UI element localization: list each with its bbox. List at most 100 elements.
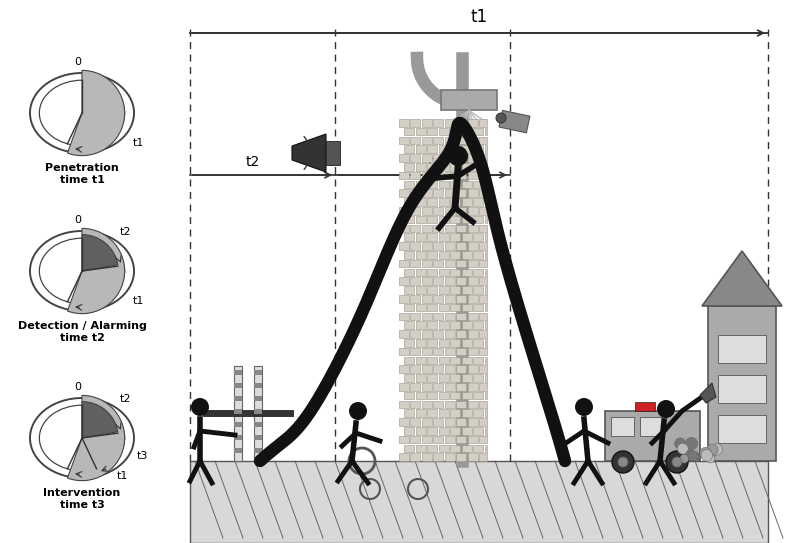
Bar [485, 321, 487, 329]
Bar [410, 260, 420, 267]
Bar [398, 190, 409, 197]
Circle shape [682, 450, 687, 455]
Bar [234, 447, 242, 453]
Bar [479, 277, 487, 285]
Bar [234, 369, 242, 375]
Bar [410, 190, 420, 197]
Bar [485, 181, 487, 188]
Bar [450, 216, 460, 223]
Bar [398, 436, 409, 444]
Bar [410, 225, 420, 232]
Bar [499, 110, 530, 133]
Bar [438, 233, 449, 241]
Circle shape [686, 438, 698, 450]
Bar [438, 128, 449, 135]
Bar [708, 306, 776, 461]
Bar [467, 383, 478, 390]
Bar [485, 392, 487, 400]
Bar [427, 339, 438, 346]
Bar [462, 321, 472, 329]
Bar [433, 365, 443, 373]
Bar [404, 445, 414, 452]
Bar [640, 417, 663, 436]
Bar [474, 146, 483, 153]
Polygon shape [700, 383, 716, 403]
Bar [404, 163, 414, 171]
Bar [433, 225, 443, 232]
Bar [445, 119, 454, 127]
Bar [422, 137, 432, 144]
Bar [427, 146, 438, 153]
Circle shape [690, 452, 700, 462]
Bar [479, 436, 487, 444]
Bar [485, 427, 487, 434]
Bar [462, 128, 472, 135]
Circle shape [672, 457, 682, 467]
Bar [410, 313, 420, 320]
Bar [416, 286, 426, 294]
Bar [445, 225, 454, 232]
Bar [467, 348, 478, 356]
Bar [422, 436, 432, 444]
Bar [422, 172, 432, 179]
Bar [438, 181, 449, 188]
Bar [234, 382, 242, 388]
Bar [462, 181, 472, 188]
Bar [438, 163, 449, 171]
Bar [410, 348, 420, 356]
Bar [474, 357, 483, 364]
Bar [422, 383, 432, 390]
Polygon shape [292, 134, 326, 172]
Bar [445, 348, 454, 356]
Bar [254, 421, 262, 427]
Bar [479, 453, 487, 461]
Bar [433, 383, 443, 390]
Bar [438, 339, 449, 346]
Bar [427, 392, 438, 400]
Bar [404, 392, 414, 400]
Bar [462, 216, 472, 223]
Bar [416, 339, 426, 346]
Circle shape [701, 450, 713, 461]
Circle shape [612, 451, 634, 473]
Bar [398, 295, 409, 302]
Bar [462, 427, 472, 434]
Bar [404, 286, 414, 294]
Bar [450, 304, 460, 311]
Bar [416, 216, 426, 223]
Bar [410, 119, 420, 127]
Circle shape [666, 451, 688, 473]
Bar [433, 436, 443, 444]
Bar [456, 154, 466, 162]
Bar [450, 128, 460, 135]
Bar [479, 207, 487, 214]
Bar [427, 445, 438, 452]
Bar [416, 304, 426, 311]
Bar [234, 366, 242, 461]
Bar [433, 418, 443, 426]
Bar [718, 375, 766, 403]
Bar [485, 445, 487, 452]
Bar [410, 453, 420, 461]
Bar [427, 216, 438, 223]
Bar [410, 207, 420, 214]
Bar [404, 233, 414, 241]
Circle shape [686, 450, 694, 459]
Text: Intervention
time t3: Intervention time t3 [43, 488, 121, 509]
Text: 0: 0 [74, 57, 82, 67]
Bar [462, 409, 472, 417]
Bar [467, 260, 478, 267]
Text: Detection / Alarming
time t2: Detection / Alarming time t2 [18, 321, 146, 343]
Bar [485, 216, 487, 223]
Bar [445, 436, 454, 444]
Bar [234, 434, 242, 440]
Bar [467, 119, 478, 127]
Bar [427, 198, 438, 206]
Bar [433, 137, 443, 144]
Bar [422, 225, 432, 232]
Bar [445, 260, 454, 267]
Bar [450, 181, 460, 188]
Bar [485, 198, 487, 206]
Bar [450, 374, 460, 382]
Bar [398, 172, 409, 179]
